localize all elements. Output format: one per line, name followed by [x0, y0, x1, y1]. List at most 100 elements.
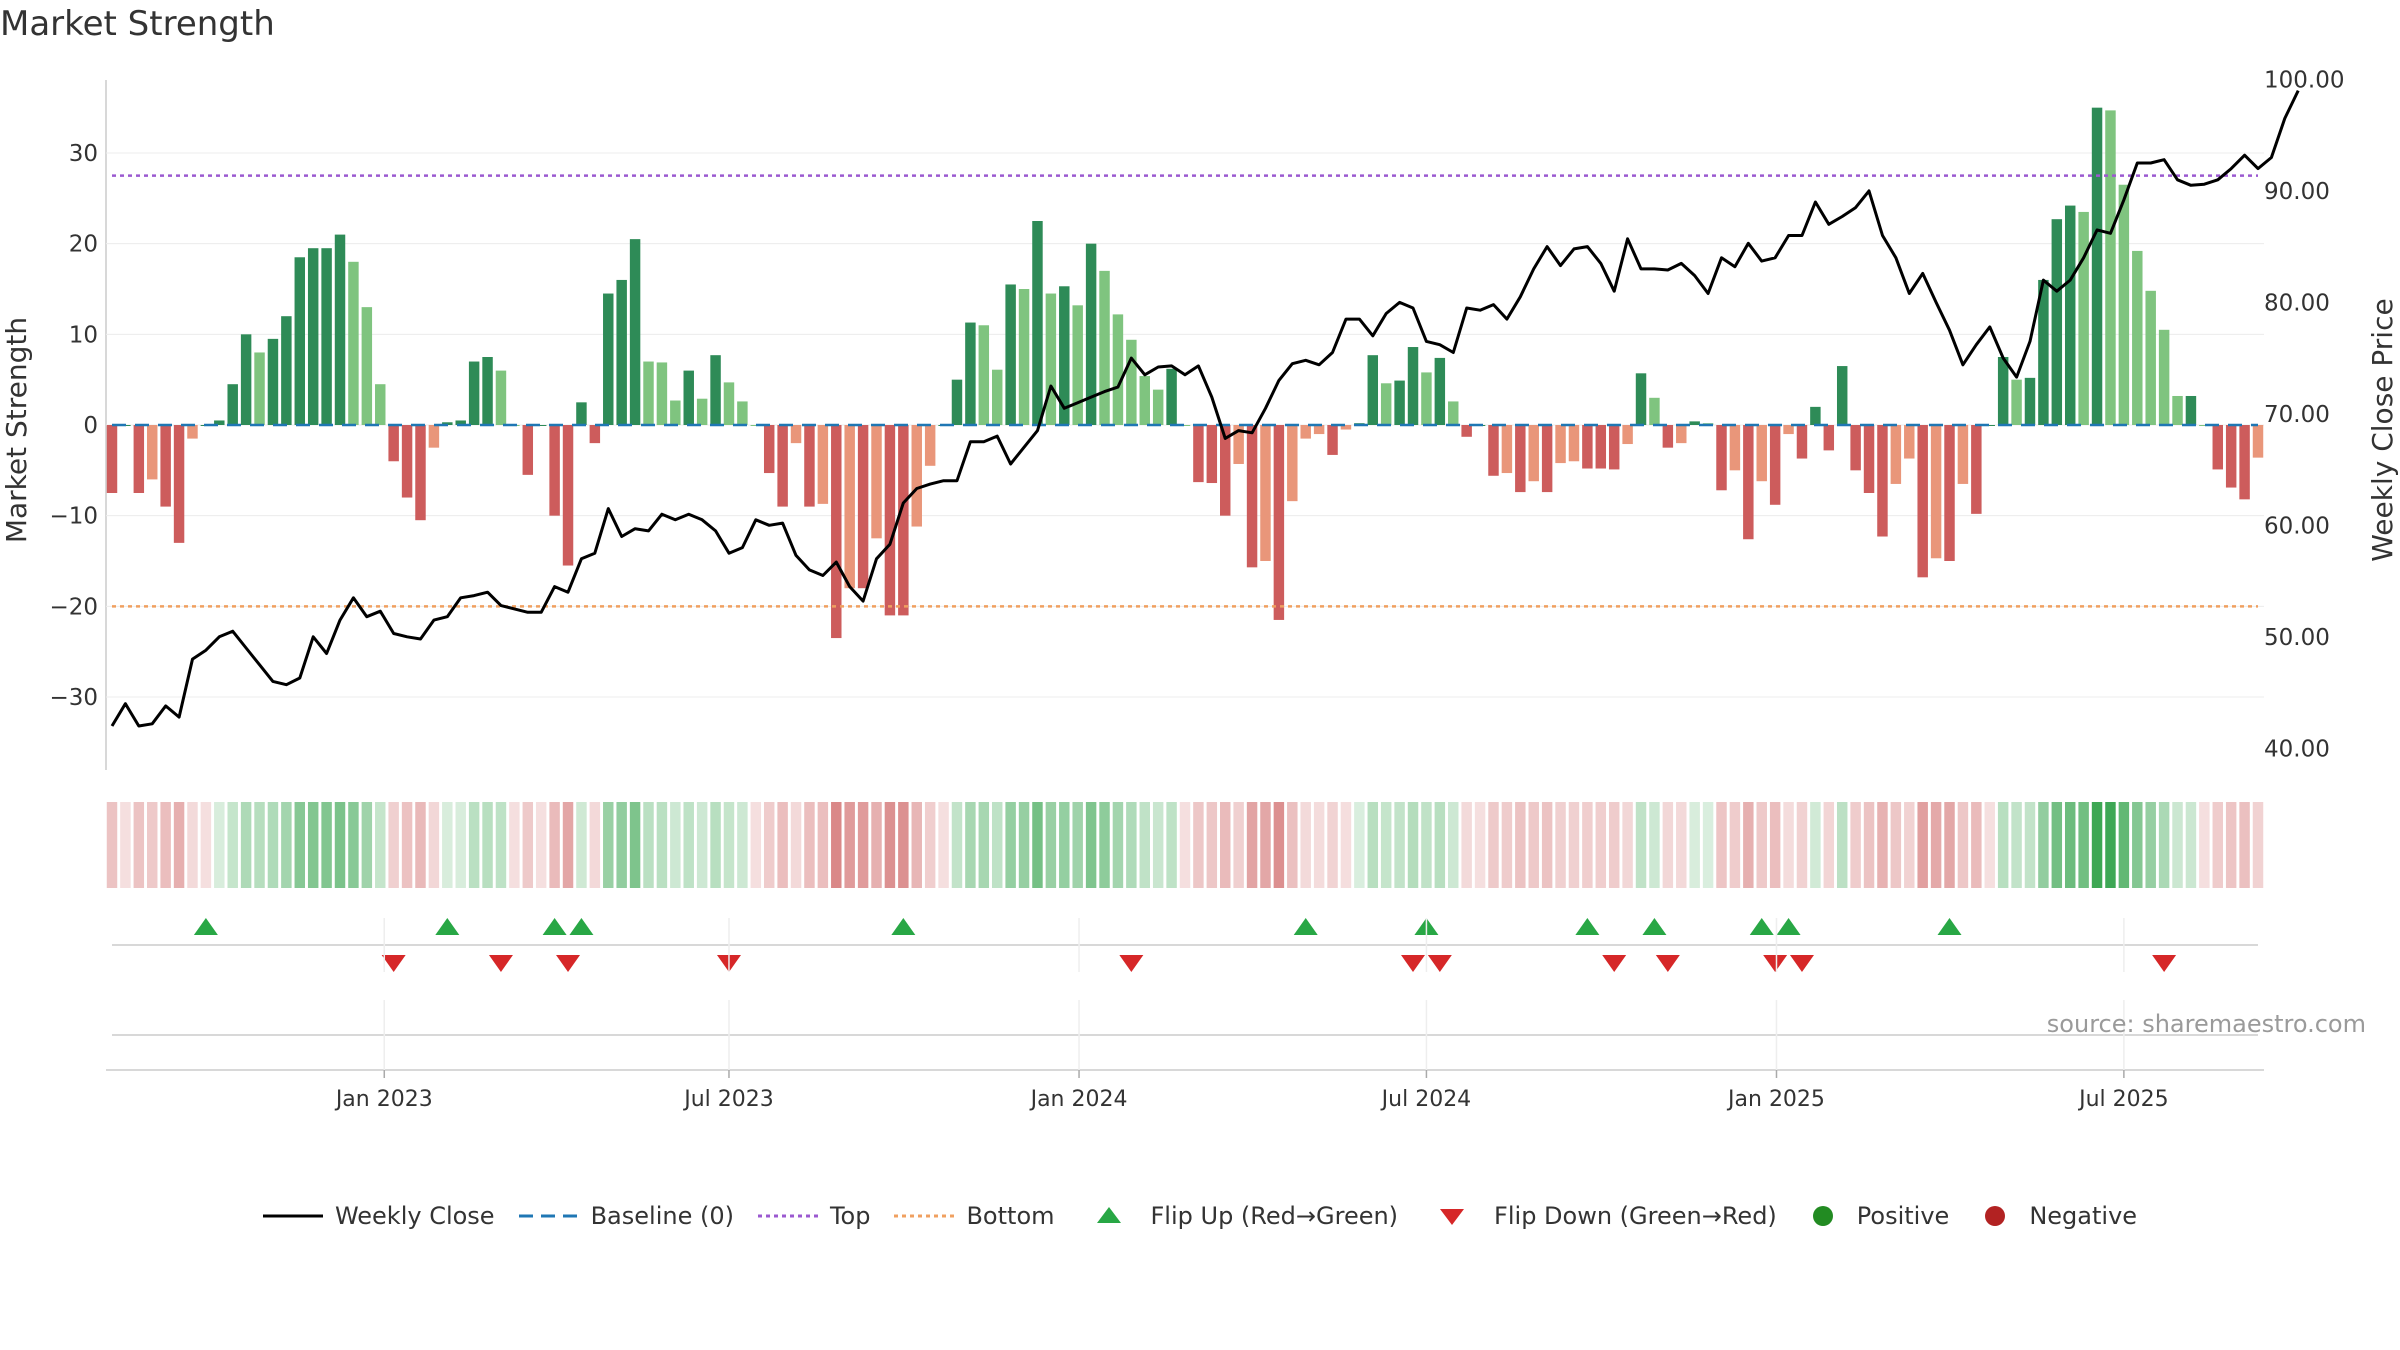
heat-cell: [562, 802, 574, 888]
heat-cell: [1528, 802, 1539, 888]
heat-cell: [1863, 802, 1875, 888]
strength-bar: [1796, 425, 1808, 459]
heat-cell: [1756, 802, 1767, 888]
heat-cell: [455, 802, 466, 888]
legend-item-flip-up: Flip Up (Red→Green): [1079, 1202, 1399, 1230]
strength-bar: [871, 425, 882, 539]
y-tick-label: 30: [69, 141, 98, 167]
strength-bar: [884, 425, 896, 616]
heat-cell: [1930, 802, 1942, 888]
strength-bar: [1904, 425, 1915, 459]
strength-bar: [267, 338, 279, 425]
strength-bar: [710, 355, 721, 425]
heat-cell: [1005, 802, 1016, 888]
heat-cell: [1474, 802, 1486, 888]
strength-bar: [2185, 395, 2197, 425]
strength-bar: [1501, 425, 1513, 474]
flip-down-marker: [1427, 955, 1452, 972]
flip-up-marker: [193, 918, 218, 935]
flip-down-marker: [1119, 955, 1144, 972]
strength-bar: [1313, 425, 1325, 435]
heat-cell: [656, 802, 668, 888]
heat-cell: [871, 802, 882, 888]
heat-cell: [1166, 802, 1177, 888]
strength-bar: [656, 362, 668, 425]
strength-bar: [1488, 425, 1499, 476]
heat-cell: [2091, 802, 2103, 888]
flip-up-marker: [435, 918, 460, 935]
x-tick-label: Jan 2025: [1726, 1087, 1825, 1112]
heat-cell: [375, 802, 386, 888]
strength-bar: [670, 400, 681, 425]
strength-bar: [1555, 425, 1566, 464]
heat-cell: [1032, 802, 1043, 888]
heat-cell: [1488, 802, 1499, 888]
heat-cell: [442, 802, 453, 888]
strength-bar: [2051, 219, 2063, 425]
heat-cell: [2185, 802, 2197, 888]
heat-cell: [2212, 802, 2223, 888]
y-axis-label: Market Strength: [0, 317, 33, 543]
y2-tick-label: 90.00: [2264, 179, 2330, 205]
y2-axis-label: Weekly Close Price: [2366, 298, 2399, 561]
flip-down-marker: [556, 955, 581, 972]
heat-cell: [951, 802, 963, 888]
strength-bar: [844, 425, 855, 589]
heat-cell: [1273, 802, 1285, 888]
heat-cell: [696, 802, 708, 888]
heat-cell: [1327, 802, 1338, 888]
strength-bar: [1930, 425, 1942, 559]
strength-bar: [1233, 425, 1244, 464]
heat-cell: [307, 802, 319, 888]
strength-bar: [1434, 357, 1446, 425]
heat-cell: [2105, 802, 2116, 888]
strength-bar: [1206, 425, 1218, 484]
legend-label-flip-up: Flip Up (Red→Green): [1150, 1202, 1399, 1230]
flip-up-marker: [1776, 918, 1801, 935]
dashed-line-icon: [518, 1210, 579, 1222]
strength-bar: [1810, 406, 1821, 425]
heat-cell: [120, 802, 131, 888]
strength-bar: [1877, 425, 1888, 537]
heat-cell: [723, 802, 735, 888]
y-tick-label: 0: [83, 413, 98, 439]
strength-bar: [616, 279, 627, 425]
strength-bar: [1072, 305, 1083, 425]
strength-bar: [683, 370, 694, 425]
source-credit: source: sharemaestro.com: [2046, 1010, 2366, 1038]
heat-cell: [911, 802, 922, 888]
strength-bar: [1448, 401, 1459, 425]
heat-cell: [965, 802, 976, 888]
strength-bar: [1823, 425, 1835, 451]
legend-label-positive: Positive: [1856, 1202, 1950, 1230]
flip-down-marker: [1401, 955, 1426, 972]
heat-cell: [173, 802, 185, 888]
strength-bar: [737, 401, 748, 425]
heat-cell: [763, 802, 775, 888]
legend-item-negative: Negative: [1973, 1202, 2137, 1230]
strength-bar: [1099, 270, 1110, 425]
heat-cell: [2024, 802, 2036, 888]
legend-label-flip-down: Flip Down (Green→Red): [1494, 1202, 1777, 1230]
strength-bar: [1689, 421, 1700, 425]
strength-bar: [1863, 425, 1875, 493]
heat-cell: [978, 802, 990, 888]
legend-item-positive: Positive: [1801, 1202, 1950, 1230]
strength-bar: [2145, 290, 2156, 425]
heat-cell: [844, 802, 855, 888]
heat-cell: [1072, 802, 1083, 888]
strength-bar: [1246, 425, 1258, 568]
heat-cell: [2064, 802, 2076, 888]
strength-bar: [1541, 425, 1553, 493]
heat-cell: [589, 802, 601, 888]
legend-label-weekly-close: Weekly Close: [334, 1202, 495, 1230]
strength-bar: [2118, 184, 2130, 425]
strength-bar: [1126, 339, 1137, 425]
heat-cell: [2078, 802, 2089, 888]
strength-bar: [428, 425, 440, 448]
legend-item-flip-down: Flip Down (Green→Red): [1422, 1202, 1777, 1230]
strength-bar: [334, 234, 346, 425]
strength-bar: [1649, 397, 1660, 425]
heat-cell: [1662, 802, 1674, 888]
strength-bar: [1729, 425, 1741, 471]
